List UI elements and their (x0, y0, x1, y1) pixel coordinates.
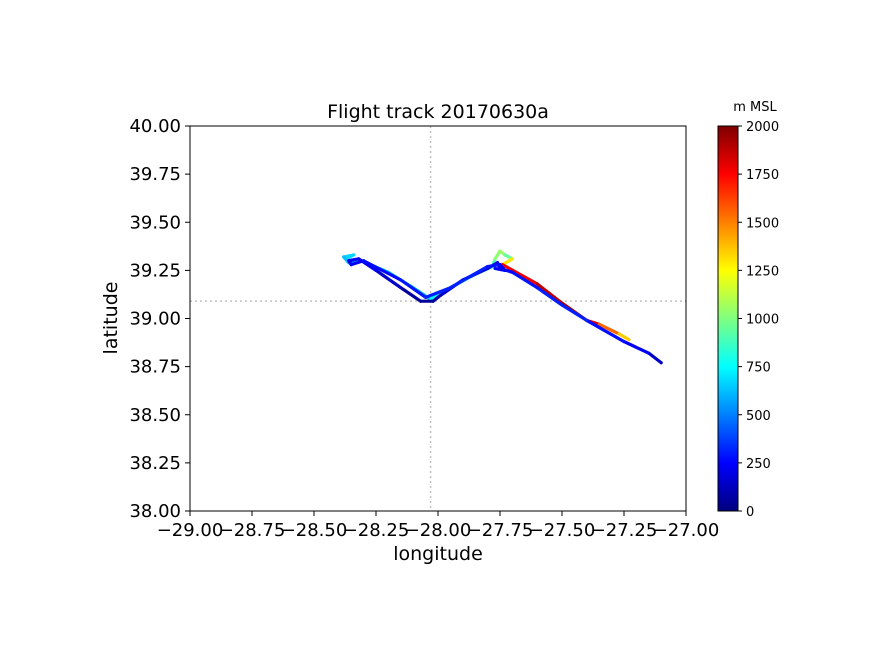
track-segment (486, 263, 502, 269)
y-tick-label: 40.00 (129, 116, 181, 137)
x-tick-label: −28.25 (343, 520, 410, 541)
x-tick-label: −28.75 (219, 520, 286, 541)
track-segment (617, 332, 631, 342)
colorbar-tick-label: 500 (746, 409, 771, 424)
colorbar (717, 125, 739, 512)
track-segment (349, 259, 366, 267)
y-tick-label: 39.75 (129, 164, 181, 185)
track-segment (560, 303, 589, 323)
track-segment (622, 340, 651, 355)
x-axis-label: longitude (393, 543, 483, 565)
x-tick-label: −27.75 (467, 520, 534, 541)
colorbar-tick-label: 0 (746, 505, 754, 520)
chart-title: Flight track 20170630a (327, 101, 549, 123)
track-segment (448, 264, 490, 290)
y-axis-ticks: 38.00 38.25 38.50 38.75 39.00 39.25 39.50 39.75… (129, 116, 190, 522)
colorbar-tick-label: 1250 (746, 264, 779, 279)
x-axis-ticks: −29.00−28.75−28.50−28.25−28.00−27.75−27.… (157, 511, 720, 541)
track-segment (597, 322, 621, 336)
x-tick-label: −27.50 (529, 520, 596, 541)
colorbar-ticks: 0 250 500 750 1000 1250 1500 1750 2000 (738, 120, 779, 520)
x-tick-label: −29.00 (157, 520, 224, 541)
track-leg-1 (347, 257, 663, 365)
track-segment (585, 318, 626, 344)
x-tick-label: −27.25 (591, 520, 658, 541)
track-segment (493, 266, 507, 272)
track-segment (374, 268, 403, 290)
x-tick-label: −27.00 (653, 520, 720, 541)
reference-lines (190, 126, 686, 511)
y-tick-label: 38.50 (129, 405, 181, 426)
track-segment (510, 270, 539, 290)
y-axis-label: latitude (100, 282, 122, 355)
track-segment (424, 286, 452, 299)
track-segment (500, 257, 515, 267)
x-tick-label: −28.00 (405, 520, 472, 541)
track-segment (362, 259, 403, 282)
y-tick-label: 38.75 (129, 357, 181, 378)
colorbar-tick-label: 1000 (746, 313, 779, 328)
colorbar-label: m MSL (733, 100, 777, 115)
track-segment (500, 263, 539, 286)
track-segment (647, 351, 663, 365)
y-tick-label: 39.00 (129, 309, 181, 330)
flight-track (342, 249, 663, 365)
y-tick-label: 39.50 (129, 212, 181, 233)
y-tick-label: 39.25 (129, 260, 181, 281)
track-segment (535, 286, 564, 307)
y-tick-label: 38.00 (129, 501, 181, 522)
colorbar-tick-label: 1750 (746, 168, 779, 183)
y-tick-label: 38.25 (129, 453, 181, 474)
x-tick-label: −28.50 (281, 520, 348, 541)
colorbar-tick-label: 250 (746, 457, 771, 472)
track-segment (399, 278, 428, 299)
colorbar-tick-label: 750 (746, 361, 771, 376)
colorbar-tick-label: 1500 (746, 216, 779, 231)
colorbar-tick-label: 2000 (746, 120, 779, 135)
track-segment (399, 286, 423, 303)
track-segment (535, 282, 564, 305)
